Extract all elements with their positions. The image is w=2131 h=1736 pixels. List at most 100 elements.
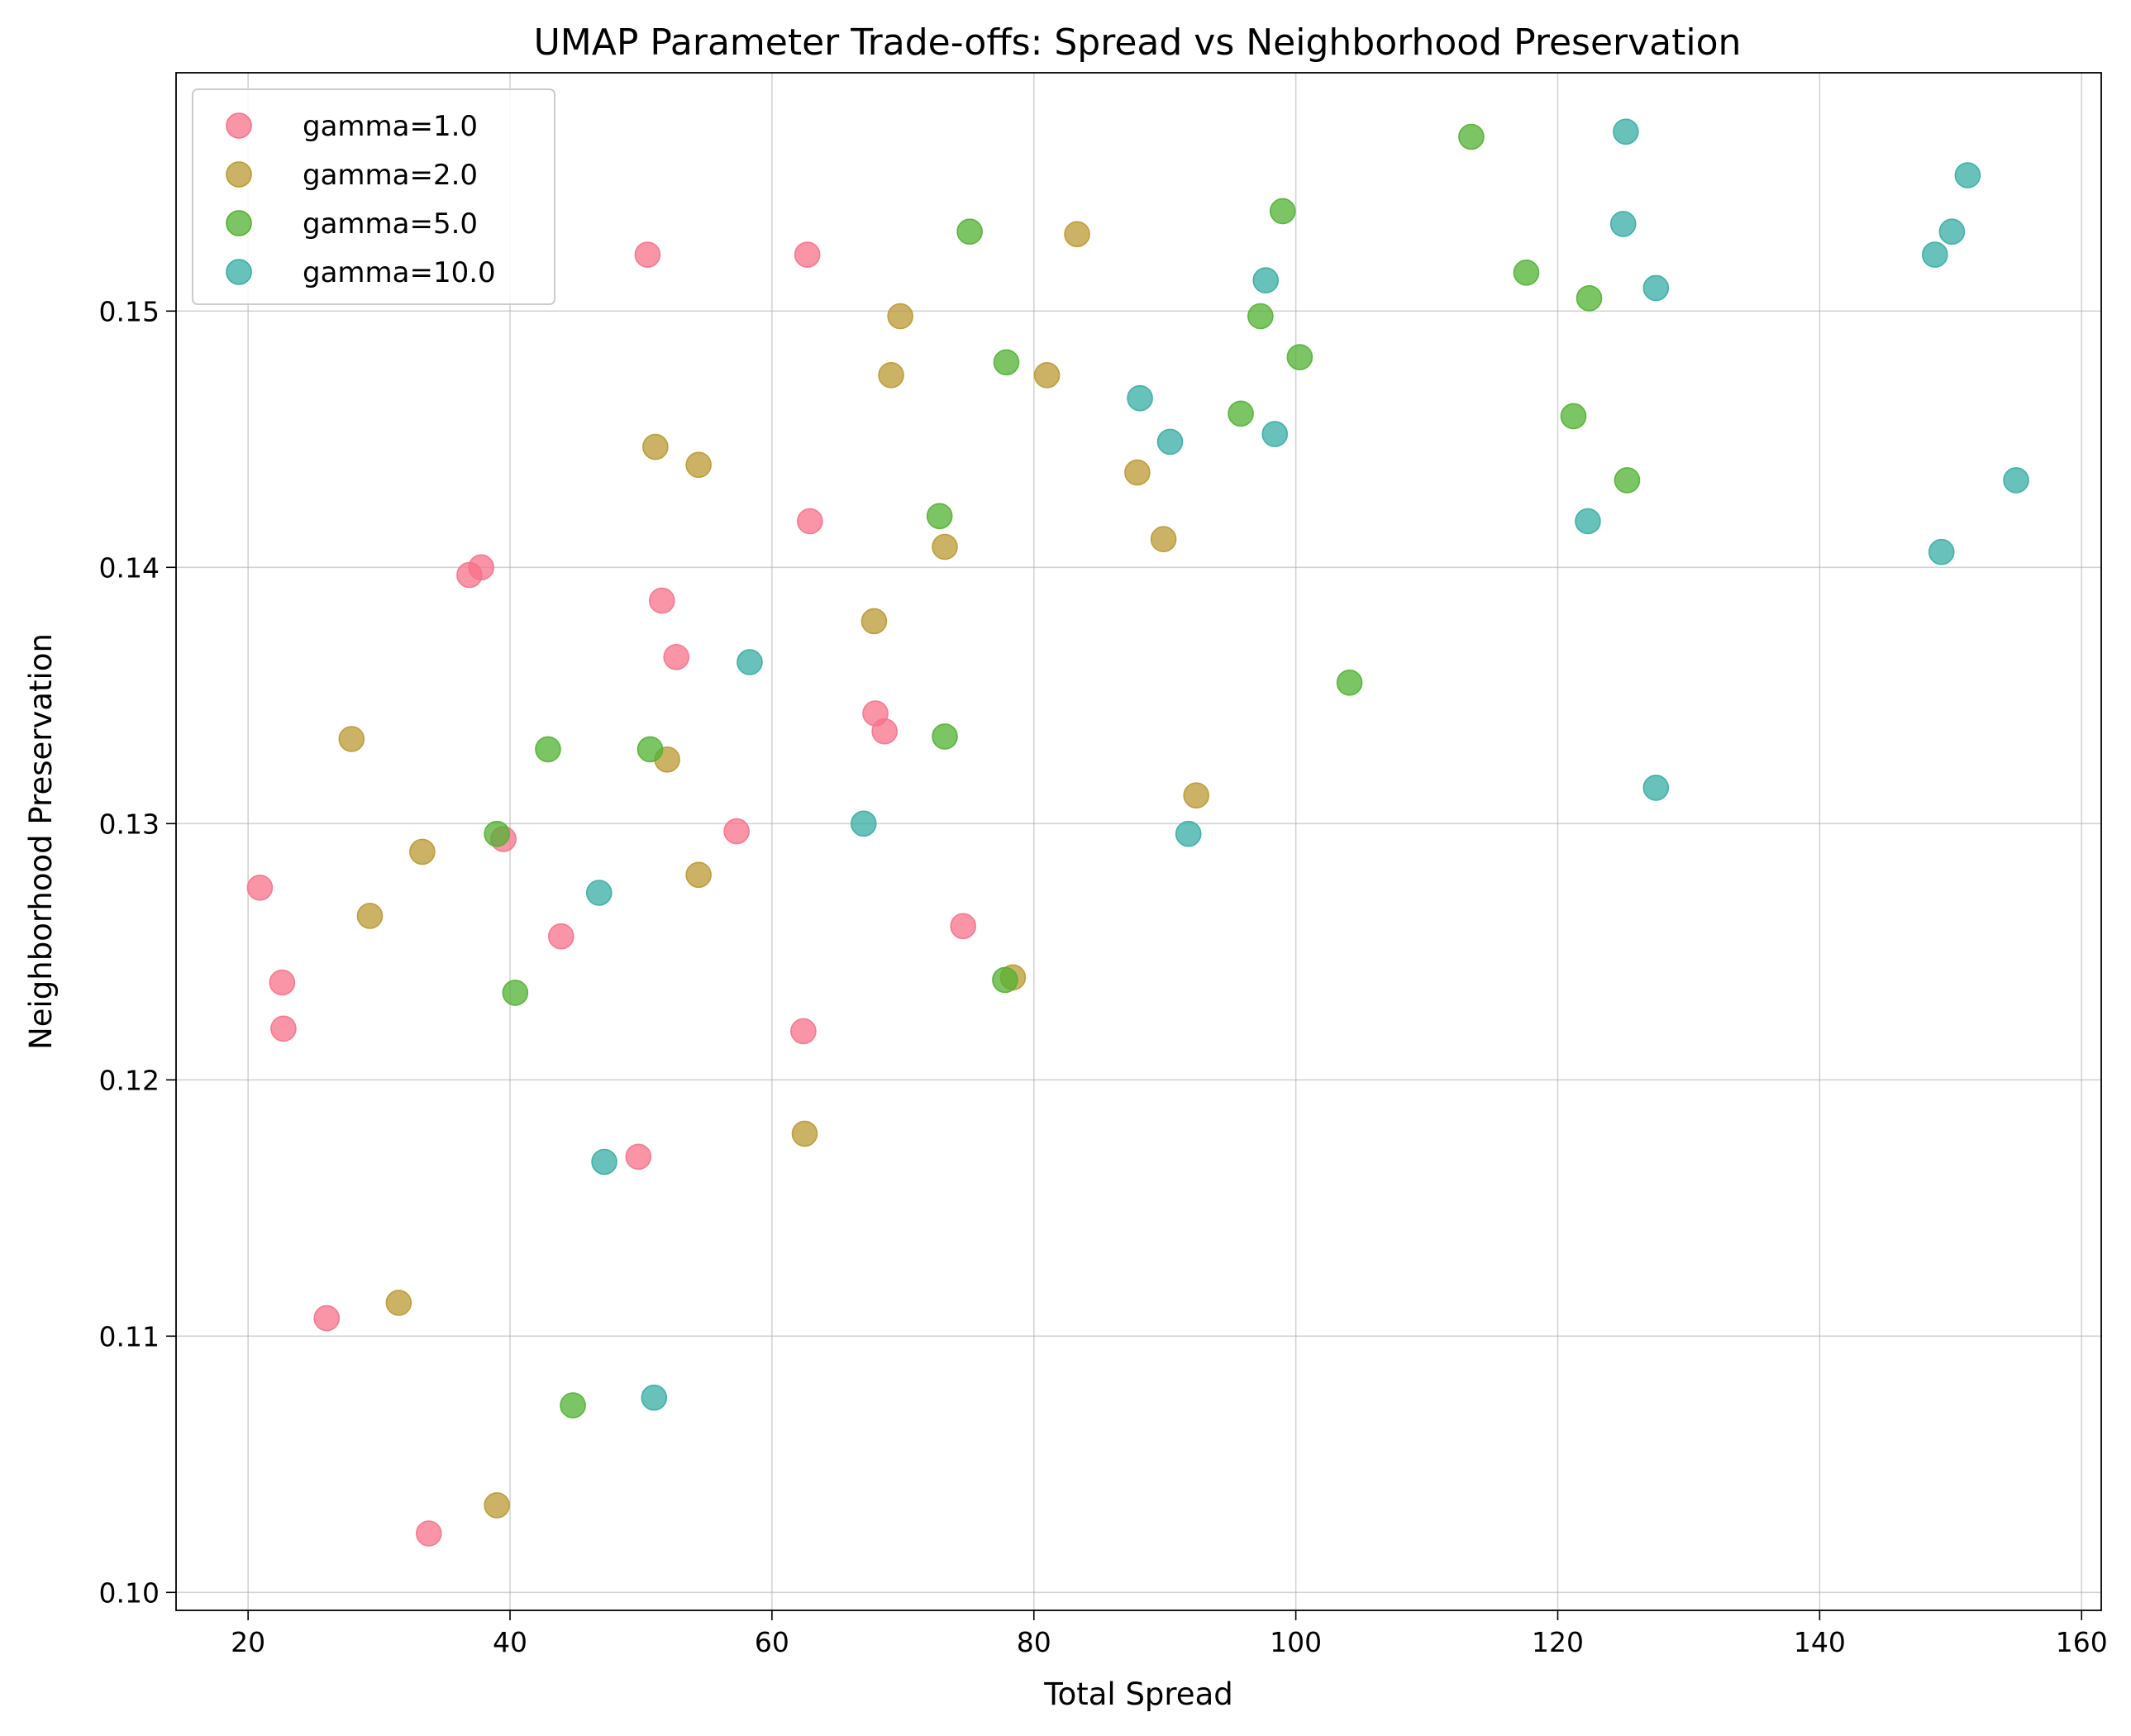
data-point-series-4 [1127, 384, 1153, 412]
data-point-series-3 [1336, 669, 1363, 696]
data-point-series-4 [641, 1384, 668, 1411]
data-point-series-3 [956, 218, 983, 246]
data-point-series-2 [791, 1120, 818, 1147]
data-point-series-1 [634, 241, 661, 268]
data-point-series-2 [338, 726, 365, 752]
data-point-series-4 [1575, 508, 1601, 535]
x-tick-label: 80 [1017, 1626, 1051, 1658]
x-tick-label: 160 [2056, 1626, 2108, 1658]
y-axis-label: Neighborhood Preservation [23, 633, 59, 1050]
data-point-series-3 [1458, 123, 1485, 150]
data-point-series-2 [932, 533, 958, 560]
data-point-series-4 [591, 1148, 617, 1176]
x-tick-label: 20 [231, 1626, 265, 1658]
data-point-series-1 [648, 587, 675, 614]
data-point-series-4 [1954, 162, 1981, 188]
data-point-series-2 [861, 608, 888, 635]
axis-ticks: 20 40 60 80 100 120 140 160 0.10 0.11 0.12 0.13 0.14… [99, 295, 2108, 1658]
data-point-series-4 [585, 880, 613, 906]
data-point-series-4 [1921, 241, 1948, 268]
data-point-series-2 [1150, 526, 1177, 553]
data-point-series-1 [950, 913, 976, 940]
data-point-series-1 [456, 561, 483, 589]
y-tick-label: 0.15 [99, 295, 160, 327]
data-point-series-1 [797, 508, 823, 535]
data-point-series-1 [415, 1520, 442, 1547]
data-point-series-1 [313, 1304, 341, 1332]
data-point-series-3 [993, 349, 1020, 376]
data-point-series-4 [1156, 428, 1184, 455]
data-point-series-2 [1183, 782, 1210, 809]
data-point-series-1 [790, 1018, 817, 1045]
legend-marker [226, 259, 252, 285]
data-point-series-2 [409, 838, 436, 866]
data-point-series-4 [1613, 118, 1639, 145]
data-point-series-4 [1928, 538, 1955, 565]
data-point-series-2 [685, 451, 712, 479]
data-point-series-1 [269, 969, 296, 996]
data-point-series-1 [723, 818, 750, 845]
data-point-series-2 [685, 861, 712, 889]
data-point-series-1 [663, 643, 690, 670]
data-point-series-1 [246, 875, 274, 901]
data-point-series-2 [1033, 361, 1061, 389]
data-point-series-4 [2003, 467, 2029, 494]
data-point-series-4 [1938, 218, 1966, 246]
data-point-series-3 [1269, 198, 1296, 225]
data-point-series-4 [1175, 820, 1202, 847]
data-point-series-2 [484, 1492, 510, 1519]
data-point-series-4 [737, 649, 763, 675]
chart-title: UMAP Parameter Trade-offs: Spread vs Nei… [534, 21, 1742, 64]
y-tick-label: 0.13 [99, 808, 160, 840]
y-tick-label: 0.12 [99, 1064, 160, 1096]
legend-entry-label: gamma=2.0 [303, 159, 478, 192]
x-tick-label: 120 [1532, 1626, 1584, 1658]
data-point-series-2 [385, 1290, 412, 1316]
data-point-series-3 [484, 820, 510, 847]
data-point-series-2 [356, 903, 384, 929]
data-point-series-3 [502, 980, 529, 1006]
data-point-series-3 [560, 1392, 586, 1419]
data-point-series-2 [878, 361, 904, 389]
data-point-series-1 [270, 1015, 297, 1042]
data-point-series-4 [1252, 267, 1279, 293]
x-tick-label: 40 [493, 1626, 527, 1658]
data-point-series-3 [1228, 400, 1254, 427]
x-tick-label: 140 [1794, 1626, 1846, 1658]
data-point-series-4 [1642, 274, 1670, 302]
data-point-series-3 [1286, 344, 1313, 370]
data-point-series-3 [1247, 303, 1274, 330]
legend-box [192, 88, 555, 305]
plot-area-frame [175, 72, 2102, 1611]
data-points [246, 118, 2029, 1547]
data-point-series-4 [850, 810, 877, 837]
data-point-series-2 [1064, 221, 1090, 248]
legend-entry-label: gamma=5.0 [303, 207, 478, 241]
x-tick-label: 100 [1270, 1626, 1322, 1658]
legend: gamma=1.0 gamma=2.0 gamma=5.0 gamma=10.0 [192, 88, 555, 305]
legend-entry-label: gamma=1.0 [303, 110, 478, 143]
data-point-series-4 [1609, 211, 1637, 237]
data-point-series-1 [794, 241, 821, 268]
data-point-series-2 [1124, 459, 1151, 486]
data-point-series-3 [926, 503, 953, 530]
data-point-series-3 [535, 736, 561, 763]
data-point-series-3 [992, 966, 1018, 994]
y-tick-label: 0.10 [99, 1576, 160, 1609]
data-point-series-1 [625, 1143, 652, 1171]
legend-marker [226, 112, 252, 139]
data-point-series-1 [547, 923, 574, 950]
legend-marker [226, 161, 252, 188]
data-point-series-1 [871, 718, 898, 745]
data-point-series-3 [932, 723, 958, 750]
data-point-series-2 [642, 433, 669, 460]
data-point-series-2 [887, 303, 913, 330]
x-axis-label: Total Spread [1043, 1676, 1232, 1712]
data-point-series-3 [1560, 403, 1587, 430]
y-tick-label: 0.11 [99, 1320, 160, 1352]
legend-entry-label: gamma=10.0 [303, 256, 496, 289]
data-point-series-4 [1642, 775, 1670, 801]
data-point-series-3 [1576, 284, 1603, 312]
data-point-series-3 [636, 736, 664, 763]
